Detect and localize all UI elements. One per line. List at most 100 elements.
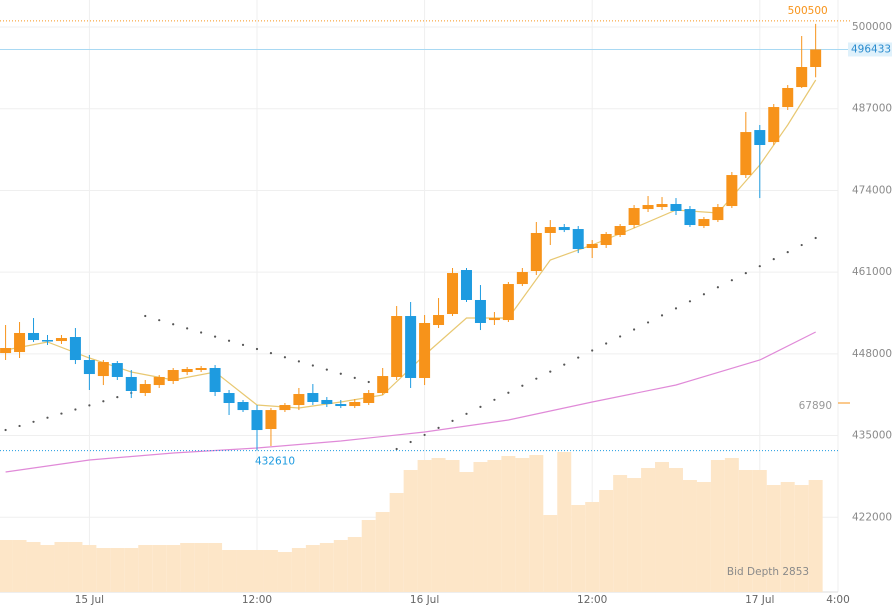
volume-bar bbox=[599, 490, 614, 592]
sar-dot bbox=[186, 327, 189, 330]
x-tick-label: 12:00 bbox=[242, 594, 272, 606]
y-tick-label: 487000 bbox=[852, 103, 892, 115]
candle-body bbox=[754, 130, 766, 145]
volume-bar bbox=[180, 543, 195, 592]
candle-body bbox=[111, 363, 123, 377]
sar-dot bbox=[619, 335, 622, 338]
candle-body bbox=[684, 209, 696, 226]
sar-dot bbox=[74, 408, 77, 411]
sar-dot bbox=[605, 342, 608, 345]
volume-bar bbox=[459, 472, 474, 592]
sar-dot bbox=[269, 352, 273, 355]
volume-bar bbox=[738, 470, 753, 592]
sar-dot bbox=[311, 364, 314, 367]
sar-dot bbox=[241, 343, 245, 346]
volume-bar bbox=[627, 478, 642, 592]
sar-dot bbox=[395, 447, 398, 451]
candle-body bbox=[139, 384, 151, 394]
candle-body bbox=[516, 272, 528, 285]
candle-body bbox=[670, 204, 682, 211]
sar-dot bbox=[660, 314, 664, 317]
volume-bar bbox=[571, 505, 586, 592]
candle-body bbox=[181, 369, 193, 373]
candle-body bbox=[768, 107, 780, 143]
candle-body bbox=[223, 393, 235, 404]
sar-dot bbox=[646, 321, 650, 324]
sar-dot bbox=[716, 286, 719, 289]
sar-dot bbox=[46, 416, 49, 419]
candle-body bbox=[600, 233, 612, 245]
volume-bar bbox=[780, 482, 795, 592]
sar-dot bbox=[158, 319, 161, 322]
volume-bar bbox=[641, 468, 656, 592]
volume-bar bbox=[263, 550, 278, 592]
sar-dot bbox=[772, 258, 775, 261]
sar-dot bbox=[325, 368, 328, 371]
y-tick-label: 435000 bbox=[852, 430, 892, 442]
candle-body bbox=[488, 318, 500, 321]
sar-dot bbox=[18, 424, 21, 428]
candle-body bbox=[810, 49, 822, 67]
candle-body bbox=[237, 401, 249, 411]
volume-bar bbox=[152, 545, 167, 592]
sar-dot bbox=[339, 372, 342, 375]
candle-body bbox=[195, 367, 207, 371]
volume-bar bbox=[194, 543, 209, 592]
sar-dot bbox=[213, 335, 217, 338]
y-tick-label: 500000 bbox=[852, 21, 892, 33]
sar-dot bbox=[730, 279, 733, 282]
volume-bar bbox=[138, 545, 153, 592]
candle-body bbox=[726, 175, 738, 207]
candle-body bbox=[614, 226, 626, 236]
candle-body bbox=[251, 410, 263, 431]
volume-bar bbox=[166, 545, 181, 592]
sar-dot bbox=[535, 377, 538, 380]
volume-bar bbox=[110, 548, 125, 592]
depth-label: Bid Depth 2853 bbox=[727, 566, 809, 578]
volume-bar bbox=[375, 512, 390, 592]
volume-bar bbox=[529, 455, 544, 592]
volume-bar bbox=[361, 520, 376, 592]
sar-dot bbox=[674, 307, 678, 310]
volume-bar bbox=[613, 475, 628, 592]
volume-bar bbox=[710, 460, 725, 592]
candle-body bbox=[391, 316, 403, 377]
candle-body bbox=[83, 360, 95, 375]
x-tick-label: 16 Jul bbox=[410, 594, 439, 606]
sar-dot bbox=[423, 433, 426, 437]
sar-dot bbox=[451, 419, 454, 422]
candle-body bbox=[279, 405, 291, 411]
candle-body bbox=[167, 370, 179, 382]
volume-bar bbox=[473, 462, 488, 592]
candle-body bbox=[97, 362, 109, 377]
sar-dot bbox=[437, 426, 440, 429]
sar-dot bbox=[32, 420, 35, 423]
y-tick-label: 461000 bbox=[852, 266, 892, 278]
candle-body bbox=[698, 219, 710, 227]
sar-dot bbox=[591, 349, 594, 352]
sar-dot bbox=[549, 370, 552, 373]
candle-body bbox=[335, 404, 347, 407]
candle-body bbox=[377, 376, 389, 394]
volume-bar bbox=[333, 540, 348, 592]
sar-dot bbox=[172, 323, 175, 326]
sar-dot bbox=[688, 300, 692, 303]
volume-bar bbox=[68, 542, 83, 592]
volume-bar bbox=[445, 460, 460, 592]
sar-dot bbox=[493, 398, 496, 401]
volume-bar bbox=[291, 548, 306, 592]
last-price-label: 496433 bbox=[851, 43, 891, 55]
candle-body bbox=[405, 316, 417, 378]
y-tick-label: 448000 bbox=[852, 348, 892, 360]
volume-bar bbox=[82, 545, 97, 592]
sar-dot bbox=[88, 404, 91, 407]
volume-bar bbox=[515, 458, 530, 592]
sar-dot bbox=[744, 272, 747, 275]
candle-body bbox=[628, 208, 640, 226]
volume-bar bbox=[124, 548, 139, 592]
volume-bar bbox=[766, 485, 781, 592]
candle-body bbox=[419, 322, 431, 378]
sar-dot bbox=[353, 376, 356, 379]
